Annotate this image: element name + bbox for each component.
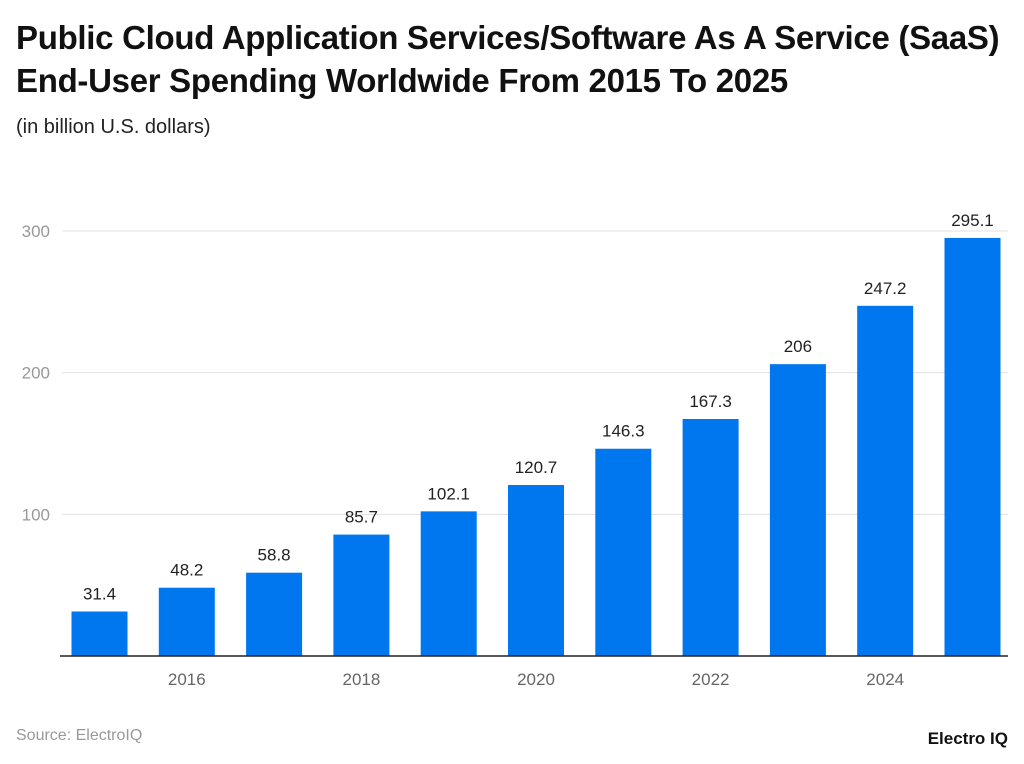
x-tick-label: 2022 xyxy=(692,670,730,689)
y-tick-label: 300 xyxy=(22,222,50,241)
bar-2025 xyxy=(944,237,1001,657)
x-tick-label: 2020 xyxy=(517,670,555,689)
bar-2019 xyxy=(420,511,477,656)
data-label: 102.1 xyxy=(427,484,470,503)
bar-2021 xyxy=(595,448,652,656)
data-label: 247.2 xyxy=(864,279,907,298)
data-label: 167.3 xyxy=(689,392,732,411)
bar-2022 xyxy=(682,418,739,656)
data-label: 31.4 xyxy=(83,585,116,604)
chart-subtitle: (in billion U.S. dollars) xyxy=(16,116,211,138)
bar-2015 xyxy=(71,611,128,656)
data-label: 85.7 xyxy=(345,508,378,527)
data-label: 295.1 xyxy=(951,211,994,230)
bar-2016 xyxy=(158,587,215,656)
brand-logo: Electro IQ xyxy=(927,729,1008,748)
y-tick-label: 100 xyxy=(22,505,50,524)
x-tick-label: 2018 xyxy=(342,670,380,689)
bar-2024 xyxy=(857,305,914,656)
source-note: Source: ElectroIQ xyxy=(16,727,143,744)
data-label: 206 xyxy=(784,337,812,356)
data-label: 146.3 xyxy=(602,422,645,441)
y-tick-label: 200 xyxy=(22,364,50,383)
data-label: 48.2 xyxy=(170,561,203,580)
data-label: 120.7 xyxy=(515,458,558,477)
bar-2020 xyxy=(508,485,564,656)
chart-title: Public Cloud Application Services/Softwa… xyxy=(16,19,1000,99)
bar-2023 xyxy=(769,364,826,656)
data-label: 58.8 xyxy=(258,546,291,565)
x-tick-label: 2016 xyxy=(168,670,206,689)
bar-2017 xyxy=(246,572,303,656)
x-tick-label: 2024 xyxy=(866,670,904,689)
bar-2018 xyxy=(333,534,390,656)
